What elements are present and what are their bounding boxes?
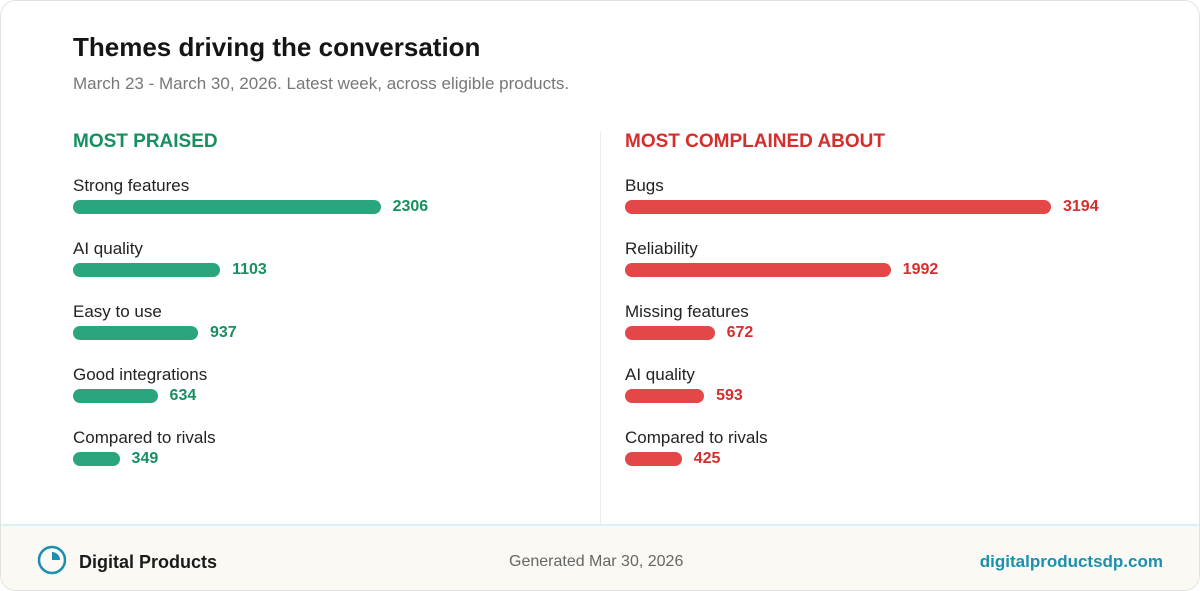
bar bbox=[73, 263, 221, 277]
brand: Digital Products bbox=[79, 552, 218, 572]
brand-icon bbox=[37, 545, 67, 575]
bar bbox=[625, 452, 682, 466]
bar bbox=[73, 326, 198, 340]
category-label: Compared to rivals bbox=[625, 428, 768, 447]
value-label: 634 bbox=[169, 387, 197, 404]
generated: Generated Mar 30, 2026 bbox=[509, 553, 684, 570]
category-label: Strong features bbox=[73, 176, 190, 195]
value-label: 1103 bbox=[232, 261, 267, 278]
category-label: Missing features bbox=[625, 302, 749, 321]
value-label: 593 bbox=[716, 387, 743, 404]
value-label: 349 bbox=[131, 450, 159, 467]
bar bbox=[625, 326, 715, 340]
category-label: Good integrations bbox=[73, 365, 208, 384]
bar bbox=[73, 452, 120, 466]
category-label: Easy to use bbox=[73, 302, 162, 321]
site-link[interactable]: digitalproductsdp.com bbox=[979, 552, 1163, 571]
divider bbox=[600, 131, 601, 525]
value-label: 1992 bbox=[902, 261, 939, 278]
bar bbox=[73, 200, 381, 214]
value-label: 937 bbox=[209, 324, 237, 341]
category-label: AI quality bbox=[625, 365, 695, 384]
title: Themes driving the conversation bbox=[73, 32, 481, 62]
value-label: 2306 bbox=[392, 198, 429, 215]
subtitle: March 23 - March 30, 2026. Latest week, … bbox=[73, 74, 570, 93]
value-label: 425 bbox=[693, 450, 721, 467]
bar bbox=[625, 200, 1051, 214]
footer: Digital Products Generated Mar 30, 2026 … bbox=[1, 524, 1199, 590]
value-label: 672 bbox=[726, 324, 754, 341]
section-title: MOST COMPLAINED ABOUT bbox=[625, 131, 886, 152]
bar bbox=[73, 389, 158, 403]
value-label: 3194 bbox=[1063, 198, 1099, 215]
category-label: Compared to rivals bbox=[73, 428, 216, 447]
category-label: Bugs bbox=[625, 176, 664, 195]
section-title: MOST PRAISED bbox=[73, 131, 218, 152]
bar bbox=[625, 263, 891, 277]
bar bbox=[625, 389, 705, 403]
category-label: Reliability bbox=[625, 239, 698, 258]
category-label: AI quality bbox=[73, 239, 143, 258]
